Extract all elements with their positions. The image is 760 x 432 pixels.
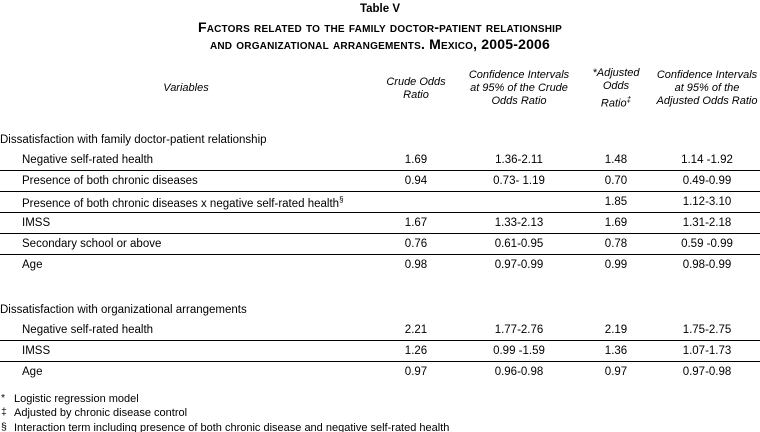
table-row: Negative self-rated health 2.21 1.77-2.7…	[0, 319, 760, 342]
row-label: Presence of both chronic diseases	[0, 170, 372, 193]
table-header: Variables Crude Odds Ratio Confidence In…	[0, 65, 760, 121]
double-dagger-footnote-marker: ‡	[626, 95, 632, 104]
double-dagger-footnote-marker: ‡	[1, 406, 7, 419]
crude-odds-ratio-value: 1.67	[372, 212, 460, 235]
ci-crude-value: 1.33-2.13	[460, 212, 578, 235]
crude-odds-ratio-value: 0.97	[404, 366, 428, 379]
footnote-interaction-term: § Interaction term including presence of …	[1, 421, 760, 432]
footnote-adjusted-by-chronic: ‡ Adjusted by chronic disease control	[1, 406, 760, 421]
table-number: Table V	[359, 3, 401, 15]
row-label: Age	[22, 366, 43, 379]
crude-odds-ratio-value: 0.94	[372, 170, 460, 193]
ci-crude-value: 0.99 -1.59	[460, 340, 578, 363]
section-spacer	[0, 276, 760, 291]
odds-ratio-table: Variables Crude Odds Ratio Confidence In…	[0, 65, 760, 383]
table-row: Age 0.98 0.97-0.99 0.99 0.98-0.99	[0, 255, 760, 276]
adjusted-odds-ratio-value: 0.99	[604, 259, 628, 272]
crude-odds-ratio-value: 1.69	[372, 149, 460, 172]
row-label: IMSS	[0, 212, 372, 235]
ci-adjusted-value: 1.75-2.75	[654, 319, 760, 342]
row-label: IMSS	[0, 340, 372, 363]
table-body: Dissatisfaction with family doctor-patie…	[0, 121, 760, 383]
adjusted-odds-ratio-value: 1.69	[578, 212, 654, 235]
ci-crude-value: 1.36-2.11	[460, 149, 578, 172]
row-label: Secondary school or above	[0, 233, 372, 256]
ci-adjusted-value: 1.14 -1.92	[654, 149, 760, 172]
adjusted-odds-ratio-value: 1.48	[578, 149, 654, 172]
table-row: Presence of both chronic diseases 0.94 0…	[0, 170, 760, 193]
adjusted-odds-ratio-value: 2.19	[578, 319, 654, 342]
column-header-crude-odds-ratio: Crude Odds Ratio	[386, 75, 446, 101]
section-header-doctor-patient: Dissatisfaction with family doctor-patie…	[0, 133, 267, 146]
row-label: Presence of both chronic diseases x nega…	[0, 191, 372, 214]
crude-odds-ratio-value: 2.21	[372, 319, 460, 342]
header-row: Variables Crude Odds Ratio Confidence In…	[0, 65, 760, 121]
table-row: Negative self-rated health 1.69 1.36-2.1…	[0, 149, 760, 172]
adjusted-odds-ratio-value: 1.85	[578, 191, 654, 214]
footnotes-block: * Logistic regression model ‡ Adjusted by …	[0, 392, 760, 432]
column-header-variables: Variables	[163, 82, 209, 95]
footnote-logistic-regression: * Logistic regression model	[1, 392, 760, 407]
ci-crude-value: 1.77-2.76	[460, 319, 578, 342]
ci-crude-value: 0.96-0.98	[494, 366, 544, 379]
ci-adjusted-value: 0.49-0.99	[654, 170, 760, 193]
row-label: Age	[22, 259, 43, 272]
section-sign-footnote-marker: §	[1, 420, 7, 432]
ci-adjusted-value: 1.12-3.10	[654, 191, 760, 214]
table-row: IMSS 1.67 1.33-2.13 1.69 1.31-2.18	[0, 212, 760, 235]
crude-odds-ratio-value	[372, 191, 460, 214]
section-header-organizational: Dissatisfaction with organizational arra…	[0, 303, 247, 316]
column-header-ci-adjusted: Confidence Intervals at 95% of the Adjus…	[656, 69, 758, 108]
row-label: Negative self-rated health	[0, 149, 372, 172]
footnote-text: Adjusted by chronic disease control	[14, 407, 188, 420]
footnote-text: Logistic regression model	[14, 392, 139, 405]
ci-crude-value: 0.73- 1.19	[460, 170, 578, 193]
adjusted-odds-ratio-value: 0.97	[604, 366, 628, 379]
section-footnote-marker: §	[339, 194, 344, 204]
row-label: Negative self-rated health	[0, 319, 372, 342]
adjusted-odds-ratio-value: 1.36	[578, 340, 654, 363]
table-title-line-1: Factors related to the family doctor-pat…	[197, 19, 563, 35]
adjusted-odds-ratio-value: 0.70	[578, 170, 654, 193]
table-row: Age 0.97 0.96-0.98 0.97 0.97-0.98	[0, 362, 760, 383]
table-title-block: Table V Factors related to the family do…	[0, 3, 760, 53]
table-row: Presence of both chronic diseases x nega…	[0, 191, 760, 214]
ci-crude-value	[460, 191, 578, 214]
ci-adjusted-value: 0.98-0.99	[682, 259, 732, 272]
crude-odds-ratio-value: 1.26	[372, 340, 460, 363]
adjusted-odds-ratio-value: 0.78	[578, 233, 654, 256]
asterisk-footnote-marker: *	[1, 391, 6, 404]
crude-odds-ratio-value: 0.98	[404, 259, 428, 272]
ci-crude-value: 0.97-0.99	[494, 259, 544, 272]
table-title-line-2: and organizational arrangements. Mexico,…	[209, 36, 551, 52]
table-row: Secondary school or above 0.76 0.61-0.95…	[0, 233, 760, 256]
ci-adjusted-value: 0.59 -0.99	[654, 233, 760, 256]
ci-adjusted-value: 1.31-2.18	[654, 212, 760, 235]
column-header-adjusted-odds-ratio: *Adjusted Odds Ratio‡	[592, 67, 640, 110]
ci-adjusted-value: 1.07-1.73	[654, 340, 760, 363]
column-header-ci-crude: Confidence Intervals at 95% of the Crude…	[468, 69, 570, 108]
footnote-text: Interaction term including presence of b…	[14, 421, 450, 432]
ci-crude-value: 0.61-0.95	[460, 233, 578, 256]
table-row: IMSS 1.26 0.99 -1.59 1.36 1.07-1.73	[0, 340, 760, 363]
ci-adjusted-value: 0.97-0.98	[682, 366, 732, 379]
section-header-row: Dissatisfaction with family doctor-patie…	[0, 121, 760, 150]
crude-odds-ratio-value: 0.76	[372, 233, 460, 256]
section-header-row: Dissatisfaction with organizational arra…	[0, 291, 760, 320]
